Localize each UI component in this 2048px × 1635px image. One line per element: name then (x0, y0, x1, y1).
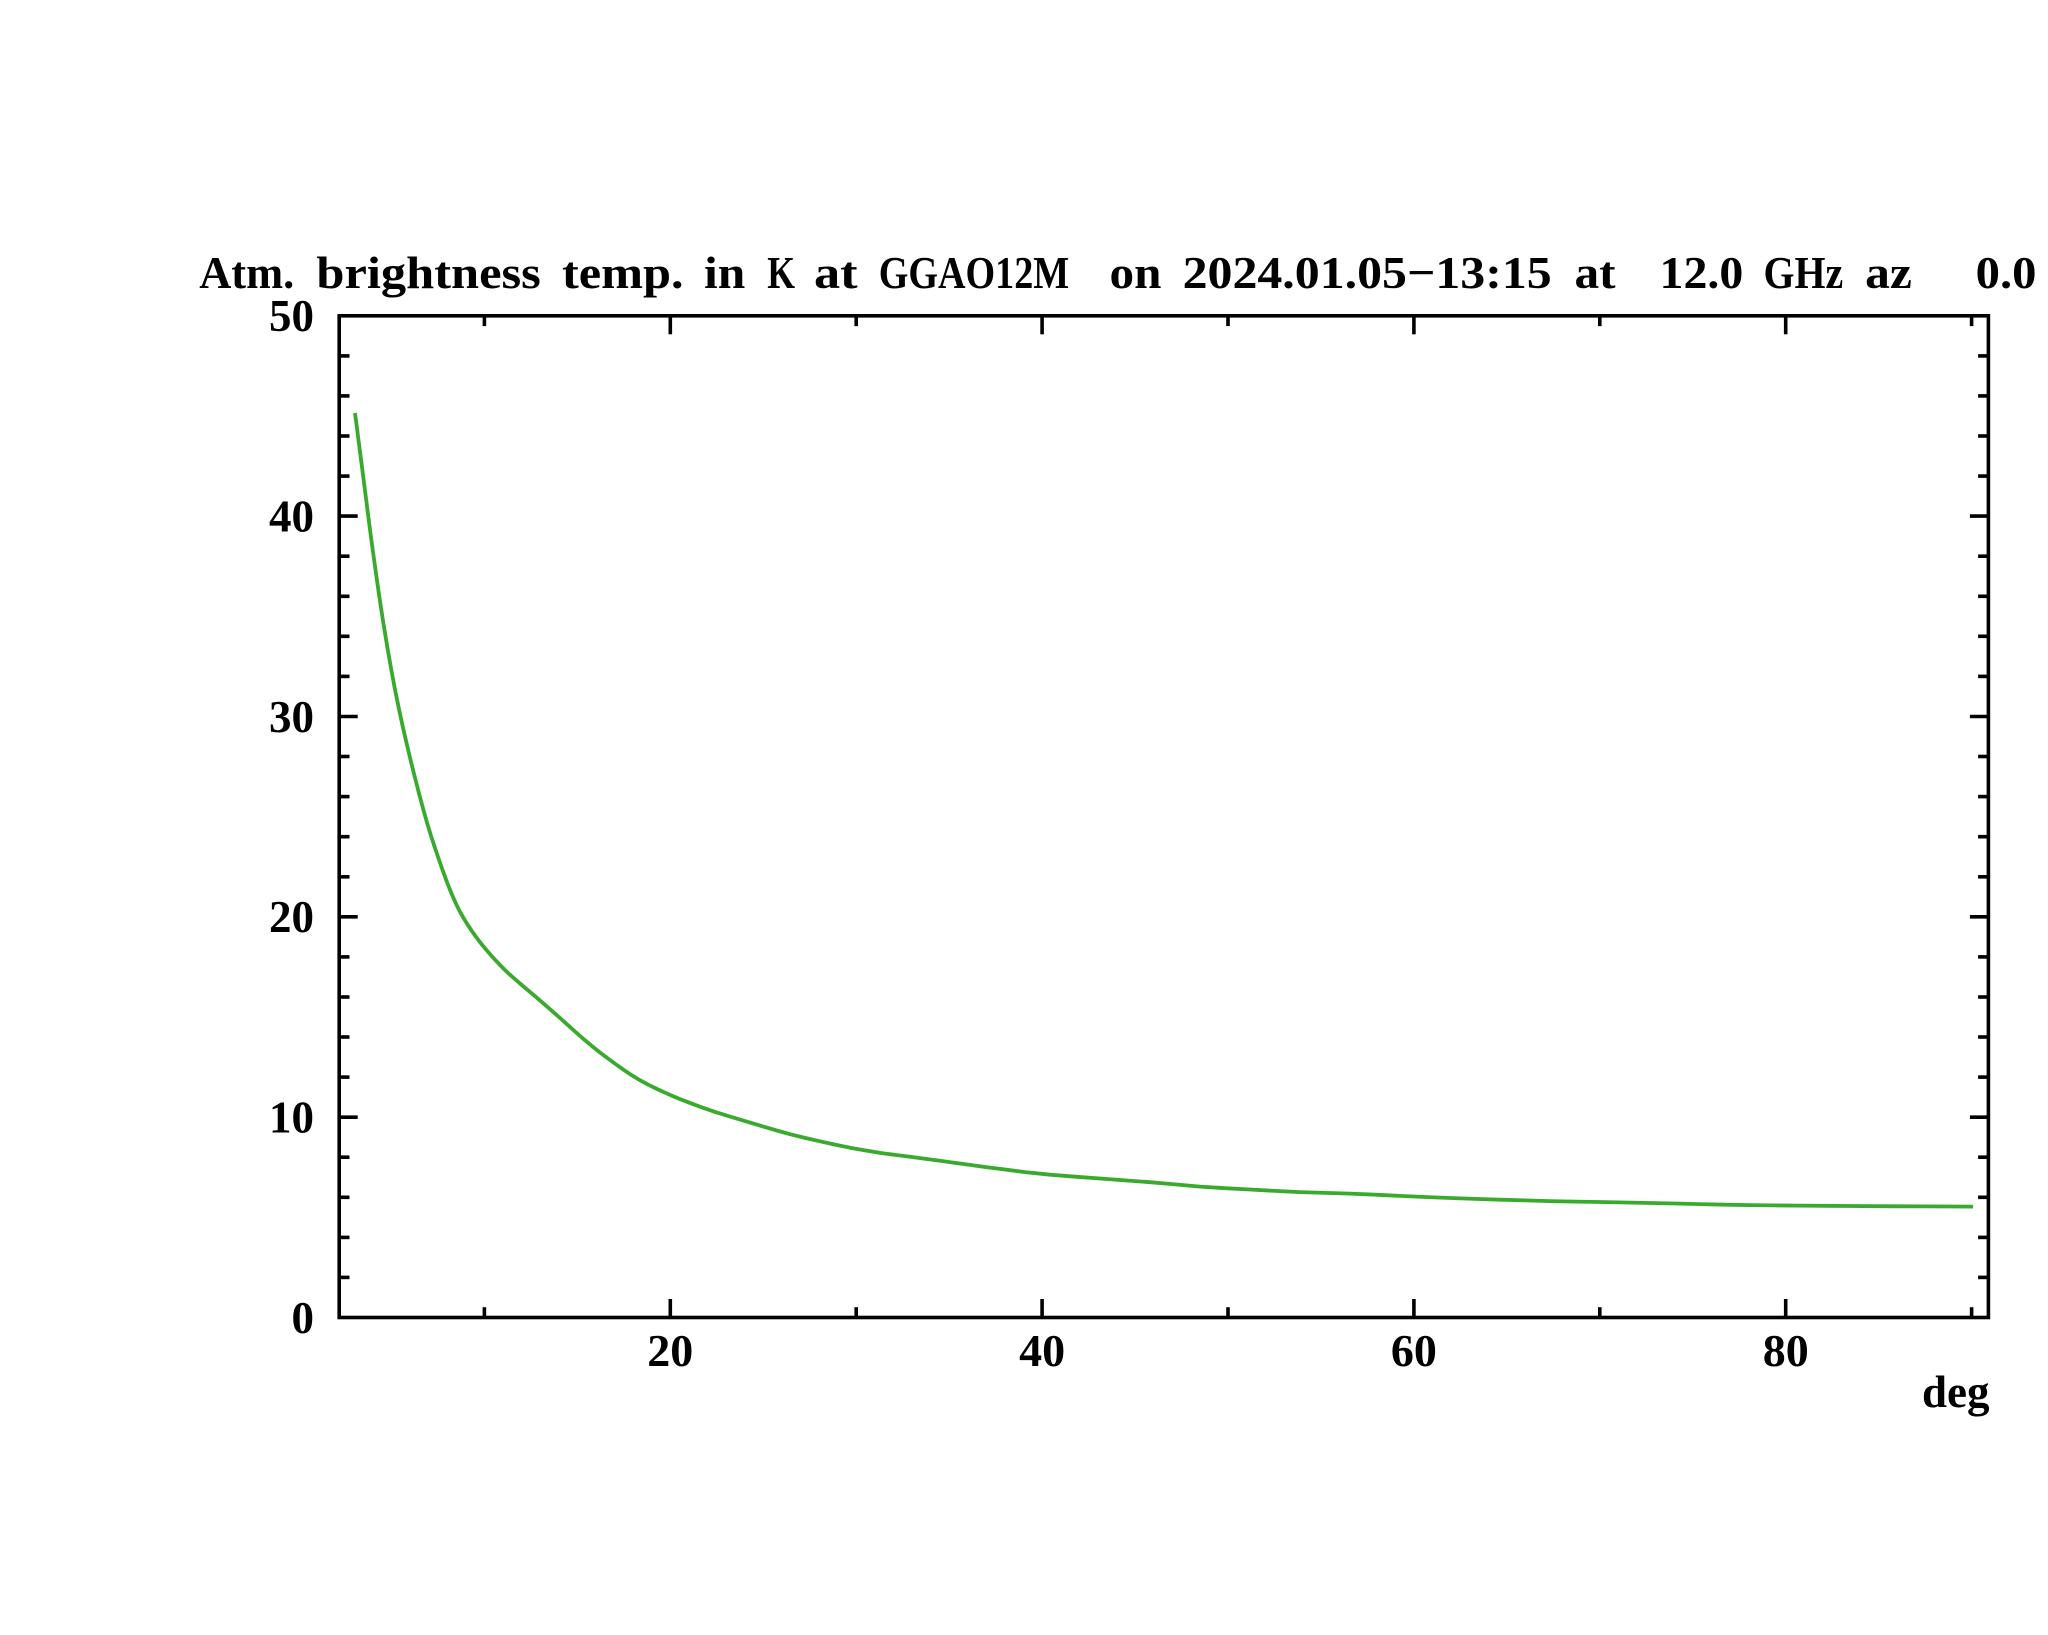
svg-text:GGAO12M: GGAO12M (879, 247, 1069, 298)
svg-text:az: az (1865, 247, 1912, 298)
svg-text:at: at (1575, 247, 1617, 298)
svg-text:at: at (814, 247, 858, 298)
svg-text:Atm.: Atm. (199, 247, 294, 298)
svg-text:12.0: 12.0 (1660, 247, 1744, 298)
svg-text:temp.: temp. (562, 247, 684, 298)
svg-text:on: on (1110, 247, 1162, 298)
svg-text:40: 40 (269, 491, 314, 542)
svg-text:50: 50 (269, 290, 314, 341)
svg-text:30: 30 (269, 691, 314, 742)
svg-text:brightness: brightness (316, 247, 540, 298)
svg-text:20: 20 (647, 1325, 693, 1376)
svg-text:40: 40 (1019, 1325, 1065, 1376)
svg-text:20: 20 (269, 891, 314, 942)
svg-text:0: 0 (292, 1292, 315, 1343)
svg-text:80: 80 (1763, 1325, 1809, 1376)
svg-text:K: K (767, 247, 795, 298)
svg-text:GHz: GHz (1764, 247, 1844, 298)
svg-text:deg: deg (1922, 1366, 1990, 1417)
svg-text:60: 60 (1391, 1325, 1437, 1376)
svg-text:2024.01.05−13:15: 2024.01.05−13:15 (1183, 247, 1552, 298)
svg-text:10: 10 (269, 1092, 314, 1143)
svg-text:0.0: 0.0 (1976, 247, 2037, 298)
svg-text:in: in (704, 247, 745, 298)
